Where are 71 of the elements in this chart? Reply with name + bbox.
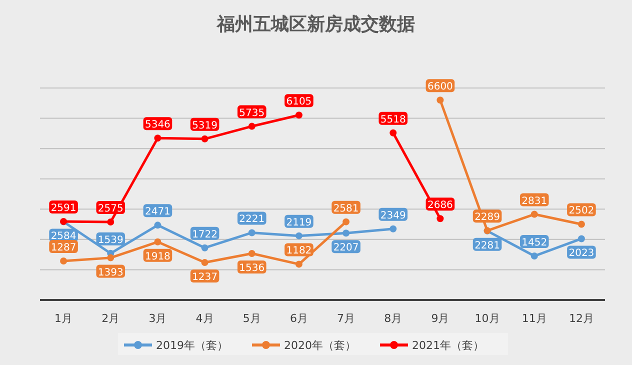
x-tick-label: 4月 xyxy=(196,312,214,325)
point xyxy=(201,244,208,252)
point xyxy=(390,225,397,232)
point xyxy=(295,260,302,268)
legend-label: 2021年（套） xyxy=(412,339,484,352)
data-label: 2502 xyxy=(568,206,594,217)
legend-label: 2019年（套） xyxy=(156,339,228,352)
data-label: 1237 xyxy=(192,272,218,284)
point xyxy=(295,232,302,240)
data-label: 2281 xyxy=(474,240,500,252)
data-label: 1393 xyxy=(98,267,124,278)
data-label: 1287 xyxy=(50,242,76,254)
point xyxy=(530,210,538,218)
point xyxy=(578,235,585,242)
data-label: 1452 xyxy=(522,238,548,249)
x-tick-label: 7月 xyxy=(337,312,356,325)
x-tick-label: 8月 xyxy=(384,312,402,325)
x-tick-label: 12月 xyxy=(568,312,594,325)
point xyxy=(436,215,444,222)
x-tick-label: 1月 xyxy=(54,312,73,325)
x-tick-label: 2月 xyxy=(102,312,120,325)
data-label: 1722 xyxy=(192,229,218,240)
point xyxy=(342,218,350,226)
data-label: 2584 xyxy=(50,231,76,242)
point xyxy=(201,135,208,142)
data-label: 2207 xyxy=(333,242,359,254)
x-tick-label: 3月 xyxy=(148,312,167,325)
data-label: 6105 xyxy=(286,96,312,108)
x-tick-label: 11月 xyxy=(522,312,547,325)
chart-title: 福州五城区新房成交数据 xyxy=(216,14,415,35)
x-tick-label: 6月 xyxy=(290,312,308,325)
data-label: 5518 xyxy=(380,114,406,126)
data-label: 2023 xyxy=(568,248,594,260)
data-label: 1539 xyxy=(98,234,124,246)
point xyxy=(248,250,256,257)
data-label: 1918 xyxy=(144,251,170,262)
point xyxy=(248,229,256,236)
legend-label: 2020年（套） xyxy=(284,339,356,352)
x-tick-label: 10月 xyxy=(474,312,500,325)
data-label: 1536 xyxy=(239,262,265,274)
data-label: 2581 xyxy=(333,203,359,214)
data-label: 2221 xyxy=(239,214,265,226)
data-label: 2471 xyxy=(144,206,170,218)
data-label: 2686 xyxy=(427,200,453,212)
point xyxy=(248,122,256,130)
point xyxy=(201,259,208,266)
data-label: 2575 xyxy=(98,204,124,215)
data-label: 5735 xyxy=(239,108,265,119)
point xyxy=(530,252,538,260)
point xyxy=(578,220,585,228)
data-label: 2289 xyxy=(474,212,500,224)
data-label: 5346 xyxy=(144,120,170,131)
point xyxy=(154,238,162,246)
data-label: 1182 xyxy=(286,246,312,257)
point xyxy=(154,134,162,142)
point xyxy=(342,230,350,237)
data-label: 2119 xyxy=(286,217,312,228)
data-label: 2831 xyxy=(522,196,548,207)
point xyxy=(107,218,114,226)
point xyxy=(154,222,162,229)
x-tick-label: 9月 xyxy=(431,312,450,325)
point xyxy=(107,254,114,262)
x-tick-label: 5月 xyxy=(242,312,261,325)
data-label: 5319 xyxy=(192,120,218,132)
point xyxy=(436,96,444,104)
point xyxy=(295,112,302,119)
point xyxy=(60,258,68,265)
data-label: 2591 xyxy=(50,203,76,214)
point xyxy=(390,129,397,136)
data-label: 2349 xyxy=(380,210,406,222)
data-label: 6600 xyxy=(427,82,453,93)
